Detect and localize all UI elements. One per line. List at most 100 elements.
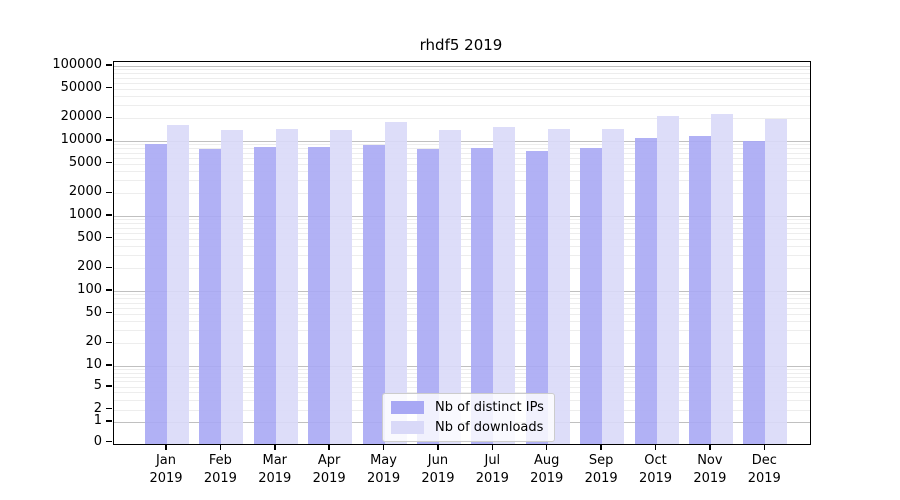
legend-swatch-distinct-ips [391, 401, 424, 414]
gridline-20000 [113, 118, 810, 120]
y-tick-label-0: 0 [93, 433, 102, 449]
gridline-8000 [113, 148, 810, 150]
y-tick-label-20000: 20000 [60, 109, 102, 125]
gridline-50000 [113, 88, 810, 90]
x-tick-label-aug: Aug 2019 [530, 453, 564, 486]
x-tick-sep [600, 445, 602, 450]
bar-ips-mar [253, 147, 276, 444]
bar-downloads-apr [330, 129, 353, 444]
x-tick-label-jan: Jan 2019 [149, 453, 183, 486]
legend: Nb of distinct IPs Nb of downloads [382, 393, 555, 442]
x-tick-label-may: May 2019 [367, 453, 401, 486]
bar-ips-nov [688, 136, 711, 444]
x-tick-label-sep: Sep 2019 [584, 453, 618, 486]
chart-title: rhdf5 2019 [419, 36, 503, 54]
bar-ips-jun [416, 149, 439, 444]
plot-area [112, 60, 811, 445]
y-tick-5000 [106, 161, 112, 164]
y-tick-2 [106, 407, 112, 410]
gridline-70 [113, 302, 810, 304]
gridline-50 [113, 313, 810, 315]
gridline-800 [113, 223, 810, 225]
x-tick-label-dec: Dec 2019 [747, 453, 781, 486]
bar-downloads-jul [493, 127, 516, 444]
gridline-400 [113, 245, 810, 247]
gridline-700 [113, 227, 810, 229]
x-tick-jan [165, 445, 167, 450]
gridline-200 [113, 268, 810, 270]
legend-label-distinct-ips: Nb of distinct IPs [435, 400, 544, 415]
gridline-2000 [113, 193, 810, 195]
gridline-6000 [113, 157, 810, 159]
bar-downloads-oct [656, 115, 679, 444]
y-tick-label-100: 100 [77, 282, 102, 297]
bar-downloads-may [384, 121, 407, 444]
gridline-80000 [113, 73, 810, 75]
gridline-100 [113, 291, 810, 292]
x-tick-dec [763, 445, 766, 450]
gridline-20 [113, 343, 810, 345]
bar-downloads-feb [221, 130, 244, 444]
y-tick-label-200: 200 [77, 259, 102, 275]
x-tick-label-feb: Feb 2019 [203, 453, 237, 486]
gridline-4000 [113, 170, 810, 172]
bar-ips-apr [308, 147, 331, 444]
gridline-40 [113, 320, 810, 322]
gridline-5000 [113, 163, 810, 165]
gridline-900 [113, 219, 810, 221]
x-tick-jun [437, 445, 439, 450]
gridline-100000 [113, 66, 810, 67]
bar-ips-dec [743, 141, 766, 444]
gridline-9 [113, 369, 810, 371]
gridline-40000 [113, 95, 810, 97]
y-tick-20 [106, 341, 112, 344]
x-tick-label-oct: Oct 2019 [638, 453, 673, 486]
gridline-4 [113, 392, 810, 394]
y-tick-2000 [106, 191, 112, 194]
bar-ips-jan [145, 143, 167, 444]
x-tick-label-jul: Jul 2019 [475, 453, 509, 486]
x-tick-jul [491, 445, 494, 450]
x-tick-apr [328, 445, 330, 450]
y-tick-label-1000: 1000 [68, 207, 102, 222]
y-tick-label-10000: 10000 [60, 132, 102, 147]
x-tick-oct [654, 445, 657, 450]
bar-downloads-nov [710, 113, 733, 444]
x-tick-feb [219, 445, 222, 450]
legend-label-downloads: Nb of downloads [435, 420, 544, 435]
y-tick-500 [106, 236, 112, 239]
x-tick-mar [274, 445, 276, 450]
bar-downloads-jun [438, 130, 461, 444]
bar-ips-feb [199, 148, 222, 444]
y-tick-label-2000: 2000 [68, 184, 102, 200]
gridline-500 [113, 238, 810, 240]
y-tick-200 [106, 266, 112, 269]
y-tick-label-500: 500 [77, 229, 102, 245]
bar-ips-aug [525, 151, 548, 444]
y-tick-1 [106, 420, 112, 422]
bar-ips-jul [471, 148, 494, 444]
gridline-80 [113, 298, 810, 300]
legend-item-distinct-ips: Nb of distinct IPs [391, 400, 544, 415]
bar-downloads-dec [765, 118, 788, 444]
y-tick-50000 [106, 86, 112, 89]
y-tick-10 [106, 364, 112, 366]
y-tick-50 [106, 311, 112, 314]
x-tick-aug [545, 445, 548, 450]
gridline-70000 [113, 77, 810, 79]
y-tick-1000 [106, 214, 112, 216]
legend-swatch-downloads [391, 421, 424, 434]
gridline-7000 [113, 152, 810, 154]
y-tick-5 [106, 385, 112, 387]
gridline-90000 [113, 69, 810, 71]
bar-downloads-jan [167, 125, 189, 444]
y-tick-label-20: 20 [85, 334, 102, 350]
bar-ips-oct [634, 137, 657, 444]
y-tick-label-2: 2 [93, 400, 102, 416]
gridline-9000 [113, 144, 810, 146]
gridline-10000 [113, 141, 810, 142]
gridline-600 [113, 232, 810, 234]
x-tick-label-apr: Apr 2019 [312, 453, 346, 486]
gridline-60000 [113, 82, 810, 84]
